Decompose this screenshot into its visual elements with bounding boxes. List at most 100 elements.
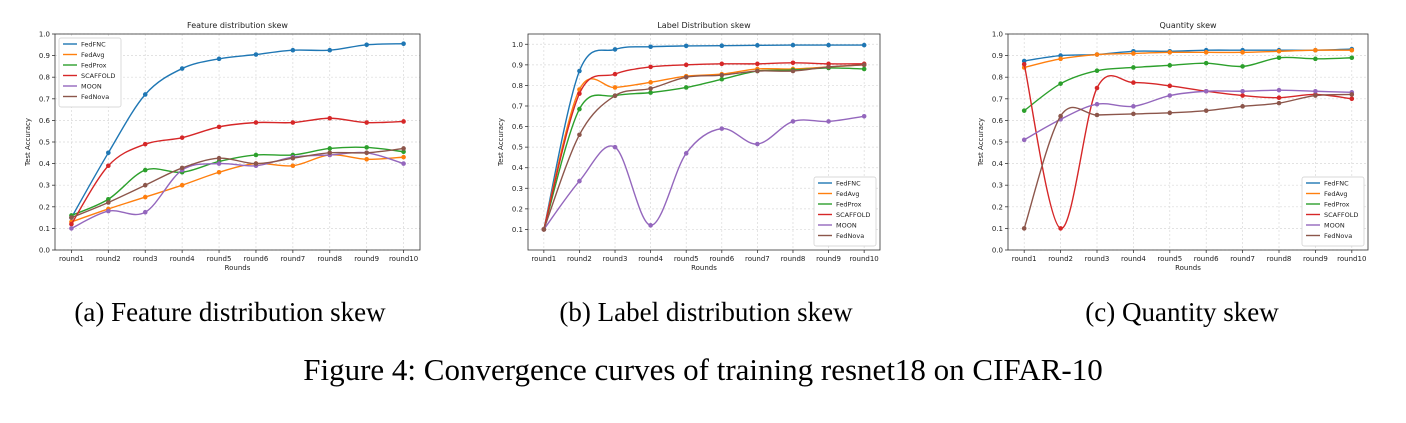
data-point-fedprox [577,106,582,112]
data-point-fednova [790,68,796,74]
data-point-fedprox [861,66,867,72]
data-point-moon [826,119,831,124]
data-point-fedprox [719,76,725,82]
x-tick-label: round2 [1048,255,1073,263]
data-point-fednova [1276,100,1282,106]
y-tick-label: 0.2 [39,203,50,211]
data-point-fedprox [1240,64,1245,69]
data-point-fednova [401,146,406,151]
data-point-fedavg [1313,47,1318,53]
data-point-scaffold [577,91,582,96]
x-tick-label: round10 [389,255,418,263]
legend-label: FedProx [81,62,107,70]
x-axis-label: Rounds [691,264,717,272]
data-point-moon [1021,137,1027,143]
data-point-fedprox [1094,68,1100,74]
data-point-scaffold [612,71,618,77]
data-point-fedfnc [577,68,582,74]
data-point-moon [1276,87,1282,93]
x-tick-label: round3 [603,255,628,263]
y-tick-label: 0.1 [39,225,50,233]
data-point-scaffold [1021,61,1027,67]
series-fednova [1021,92,1355,231]
data-point-fedprox [683,85,689,90]
series-scaffold [69,115,406,227]
data-point-moon [612,144,618,150]
data-point-fedfnc [142,92,148,97]
x-tick-label: round7 [280,255,305,263]
chart-title: Feature distribution skew [187,21,288,30]
panel-caption-a: (a) Feature distribution skew [74,297,386,327]
data-point-fednova [683,74,689,80]
data-point-fedprox [1021,108,1027,113]
data-point-fedavg [612,85,618,90]
series-line-scaffold [543,62,865,230]
data-point-scaffold [106,163,111,169]
x-tick-label: round6 [709,255,734,263]
data-point-fedavg [1094,52,1100,57]
legend-box [58,37,122,108]
series-line-fednova [1023,93,1352,229]
x-tick-label: round4 [638,255,663,263]
data-point-scaffold [1276,95,1282,101]
series-fedfnc [1021,46,1355,64]
series-line-fedprox [1023,56,1352,112]
x-tick-label: round2 [567,255,592,263]
series-line-fedavg [71,154,404,223]
data-point-scaffold [1349,96,1355,102]
data-point-fednova [1167,110,1173,116]
data-point-fedfnc [253,52,259,57]
x-tick-label: round10 [1337,255,1366,263]
data-point-fedprox [1349,55,1355,61]
series-fedprox [1021,55,1355,113]
data-point-moon [861,113,867,119]
y-tick-label: 0.8 [992,74,1003,82]
data-point-scaffold [364,120,369,125]
data-point-scaffold [1094,85,1100,91]
series-line-fedavg [1024,49,1352,69]
y-tick-label: 0.2 [512,205,523,213]
data-point-scaffold [69,221,74,227]
y-tick-label: 0.5 [512,144,523,152]
chart-label-distribution-skew: 0.1 0.2 0.3 0.4 0.5 0.6 0.7 0.8 0.9 1.0 round1 roun… [478,0,908,280]
y-tick-label: 0.0 [39,247,50,255]
legend-label: FedNova [81,93,109,101]
legend-box [813,176,877,247]
legend-label: SCAFFOLD [836,211,870,219]
data-point-fedprox [327,146,333,151]
data-point-fednova [216,155,222,161]
series-line-fednova [71,147,404,219]
data-point-fedfnc [327,47,333,53]
x-tick-label: round1 [59,255,84,263]
grid [528,34,880,250]
data-point-fedfnc [179,66,185,71]
legend-label: FedFNC [836,180,861,188]
data-point-moon [648,223,653,228]
data-point-moon [69,226,74,231]
data-point-fedavg [364,156,369,162]
data-point-moon [106,208,111,214]
x-tick-label: round4 [170,255,195,263]
data-point-fedfnc [719,43,725,49]
data-point-fedavg [1349,47,1355,53]
legend-label: FedFNC [1324,180,1349,188]
x-tick-label: round2 [96,255,121,263]
data-point-fednova [364,150,369,156]
data-point-fednova [541,227,547,232]
data-point-fednova [861,62,867,68]
data-point-fedavg [1167,50,1173,55]
y-tick-label: 0.8 [512,82,523,90]
data-point-moon [683,151,689,156]
legend-label: FedProx [836,201,862,209]
data-point-fednova [1313,93,1318,98]
legend: FedFNC FedAvg FedProx SCAFFOLD MOON FedNova [813,176,877,247]
x-tick-label: round5 [207,255,232,263]
data-point-scaffold [216,124,222,130]
y-tick-label: 0.5 [992,139,1003,147]
data-point-fednova [69,215,74,220]
legend-label: FedProx [1324,201,1350,209]
y-tick-label: 0.7 [992,95,1003,103]
data-point-fednova [719,72,725,78]
figure-caption: Figure 4: Convergence curves of training… [303,352,1103,387]
data-point-fedfnc [683,43,689,49]
